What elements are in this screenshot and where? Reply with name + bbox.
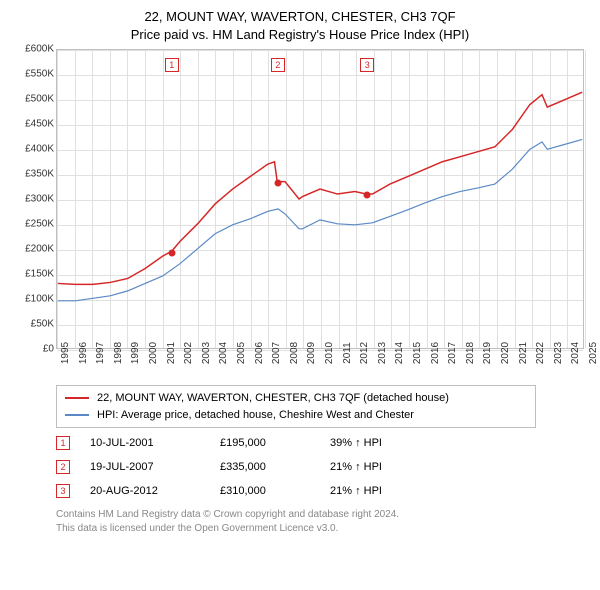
x-tick-label: 2023 (553, 342, 564, 364)
x-tick-label: 1999 (130, 342, 141, 364)
event-date: 19-JUL-2007 (90, 461, 200, 473)
x-tick-label: 2024 (570, 342, 581, 364)
x-tick-label: 2015 (412, 342, 423, 364)
events-table: 1 10-JUL-2001 £195,000 39% ↑ HPI 2 19-JUL-200… (56, 436, 588, 498)
x-tick-label: 2014 (394, 342, 405, 364)
chart-marker-2: 2 (271, 58, 285, 72)
x-tick-label: 2002 (183, 342, 194, 364)
x-tick-label: 2017 (447, 342, 458, 364)
x-tick-label: 2021 (518, 342, 529, 364)
y-tick-label: £450K (12, 119, 54, 130)
y-tick-label: £350K (12, 169, 54, 180)
x-tick-label: 2003 (201, 342, 212, 364)
plot-region: 1 2 3 (56, 49, 584, 349)
footer-line-1: Contains HM Land Registry data © Crown c… (56, 508, 566, 522)
y-tick-label: £300K (12, 194, 54, 205)
x-tick-label: 2013 (377, 342, 388, 364)
event-marker-3: 3 (56, 484, 70, 498)
y-tick-label: £100K (12, 294, 54, 305)
x-tick-label: 1995 (60, 342, 71, 364)
line-series-svg (57, 50, 583, 348)
title-line-2: Price paid vs. HM Land Registry's House … (12, 26, 588, 44)
legend-swatch (65, 414, 89, 416)
legend-item: HPI: Average price, detached house, Ches… (65, 407, 527, 424)
y-tick-label: £0 (12, 344, 54, 355)
gridline-vertical (585, 50, 586, 348)
legend-item: 22, MOUNT WAY, WAVERTON, CHESTER, CH3 7Q… (65, 390, 527, 407)
x-tick-label: 2019 (482, 342, 493, 364)
y-tick-label: £400K (12, 144, 54, 155)
event-date: 20-AUG-2012 (90, 485, 200, 497)
sale-point-2 (274, 179, 281, 186)
x-tick-label: 2007 (271, 342, 282, 364)
series-property (58, 92, 582, 284)
attribution-footer: Contains HM Land Registry data © Crown c… (56, 508, 566, 535)
event-pct-vs-hpi: 21% ↑ HPI (330, 485, 382, 497)
legend: 22, MOUNT WAY, WAVERTON, CHESTER, CH3 7Q… (56, 385, 536, 428)
event-row: 1 10-JUL-2001 £195,000 39% ↑ HPI (56, 436, 588, 450)
y-tick-label: £150K (12, 269, 54, 280)
chart-marker-1: 1 (165, 58, 179, 72)
y-tick-label: £550K (12, 69, 54, 80)
y-tick-label: £600K (12, 44, 54, 55)
event-price: £195,000 (220, 437, 310, 449)
legend-label: HPI: Average price, detached house, Ches… (97, 407, 414, 424)
title-line-1: 22, MOUNT WAY, WAVERTON, CHESTER, CH3 7Q… (12, 8, 588, 26)
y-tick-label: £50K (12, 319, 54, 330)
title-block: 22, MOUNT WAY, WAVERTON, CHESTER, CH3 7Q… (12, 8, 588, 43)
series-hpi (58, 139, 582, 300)
x-tick-label: 2004 (218, 342, 229, 364)
x-tick-label: 2025 (588, 342, 599, 364)
x-tick-label: 2010 (324, 342, 335, 364)
event-price: £310,000 (220, 485, 310, 497)
chart-marker-3: 3 (360, 58, 374, 72)
x-tick-label: 2018 (465, 342, 476, 364)
sale-point-1 (168, 249, 175, 256)
x-tick-label: 2011 (342, 342, 353, 364)
x-tick-label: 1997 (95, 342, 106, 364)
footer-line-2: This data is licensed under the Open Gov… (56, 522, 566, 536)
y-tick-label: £500K (12, 94, 54, 105)
event-price: £335,000 (220, 461, 310, 473)
legend-label: 22, MOUNT WAY, WAVERTON, CHESTER, CH3 7Q… (97, 390, 449, 407)
event-marker-1: 1 (56, 436, 70, 450)
figure-container: 22, MOUNT WAY, WAVERTON, CHESTER, CH3 7Q… (0, 0, 600, 590)
event-row: 3 20-AUG-2012 £310,000 21% ↑ HPI (56, 484, 588, 498)
event-pct-vs-hpi: 39% ↑ HPI (330, 437, 382, 449)
sale-point-3 (364, 192, 371, 199)
x-tick-label: 1996 (78, 342, 89, 364)
event-marker-2: 2 (56, 460, 70, 474)
x-tick-label: 2022 (535, 342, 546, 364)
x-tick-label: 2009 (306, 342, 317, 364)
x-tick-label: 2005 (236, 342, 247, 364)
x-tick-label: 2016 (430, 342, 441, 364)
event-row: 2 19-JUL-2007 £335,000 21% ↑ HPI (56, 460, 588, 474)
x-tick-label: 2006 (254, 342, 265, 364)
x-tick-label: 2000 (148, 342, 159, 364)
x-tick-label: 2012 (359, 342, 370, 364)
x-tick-label: 2008 (289, 342, 300, 364)
event-date: 10-JUL-2001 (90, 437, 200, 449)
legend-swatch (65, 397, 89, 399)
x-tick-label: 1998 (113, 342, 124, 364)
chart-area: £0 £50K £100K £150K £200K £250K £300K £350K £400… (12, 49, 588, 379)
y-tick-label: £200K (12, 244, 54, 255)
x-tick-label: 2020 (500, 342, 511, 364)
y-tick-label: £250K (12, 219, 54, 230)
x-tick-label: 2001 (166, 342, 177, 364)
event-pct-vs-hpi: 21% ↑ HPI (330, 461, 382, 473)
